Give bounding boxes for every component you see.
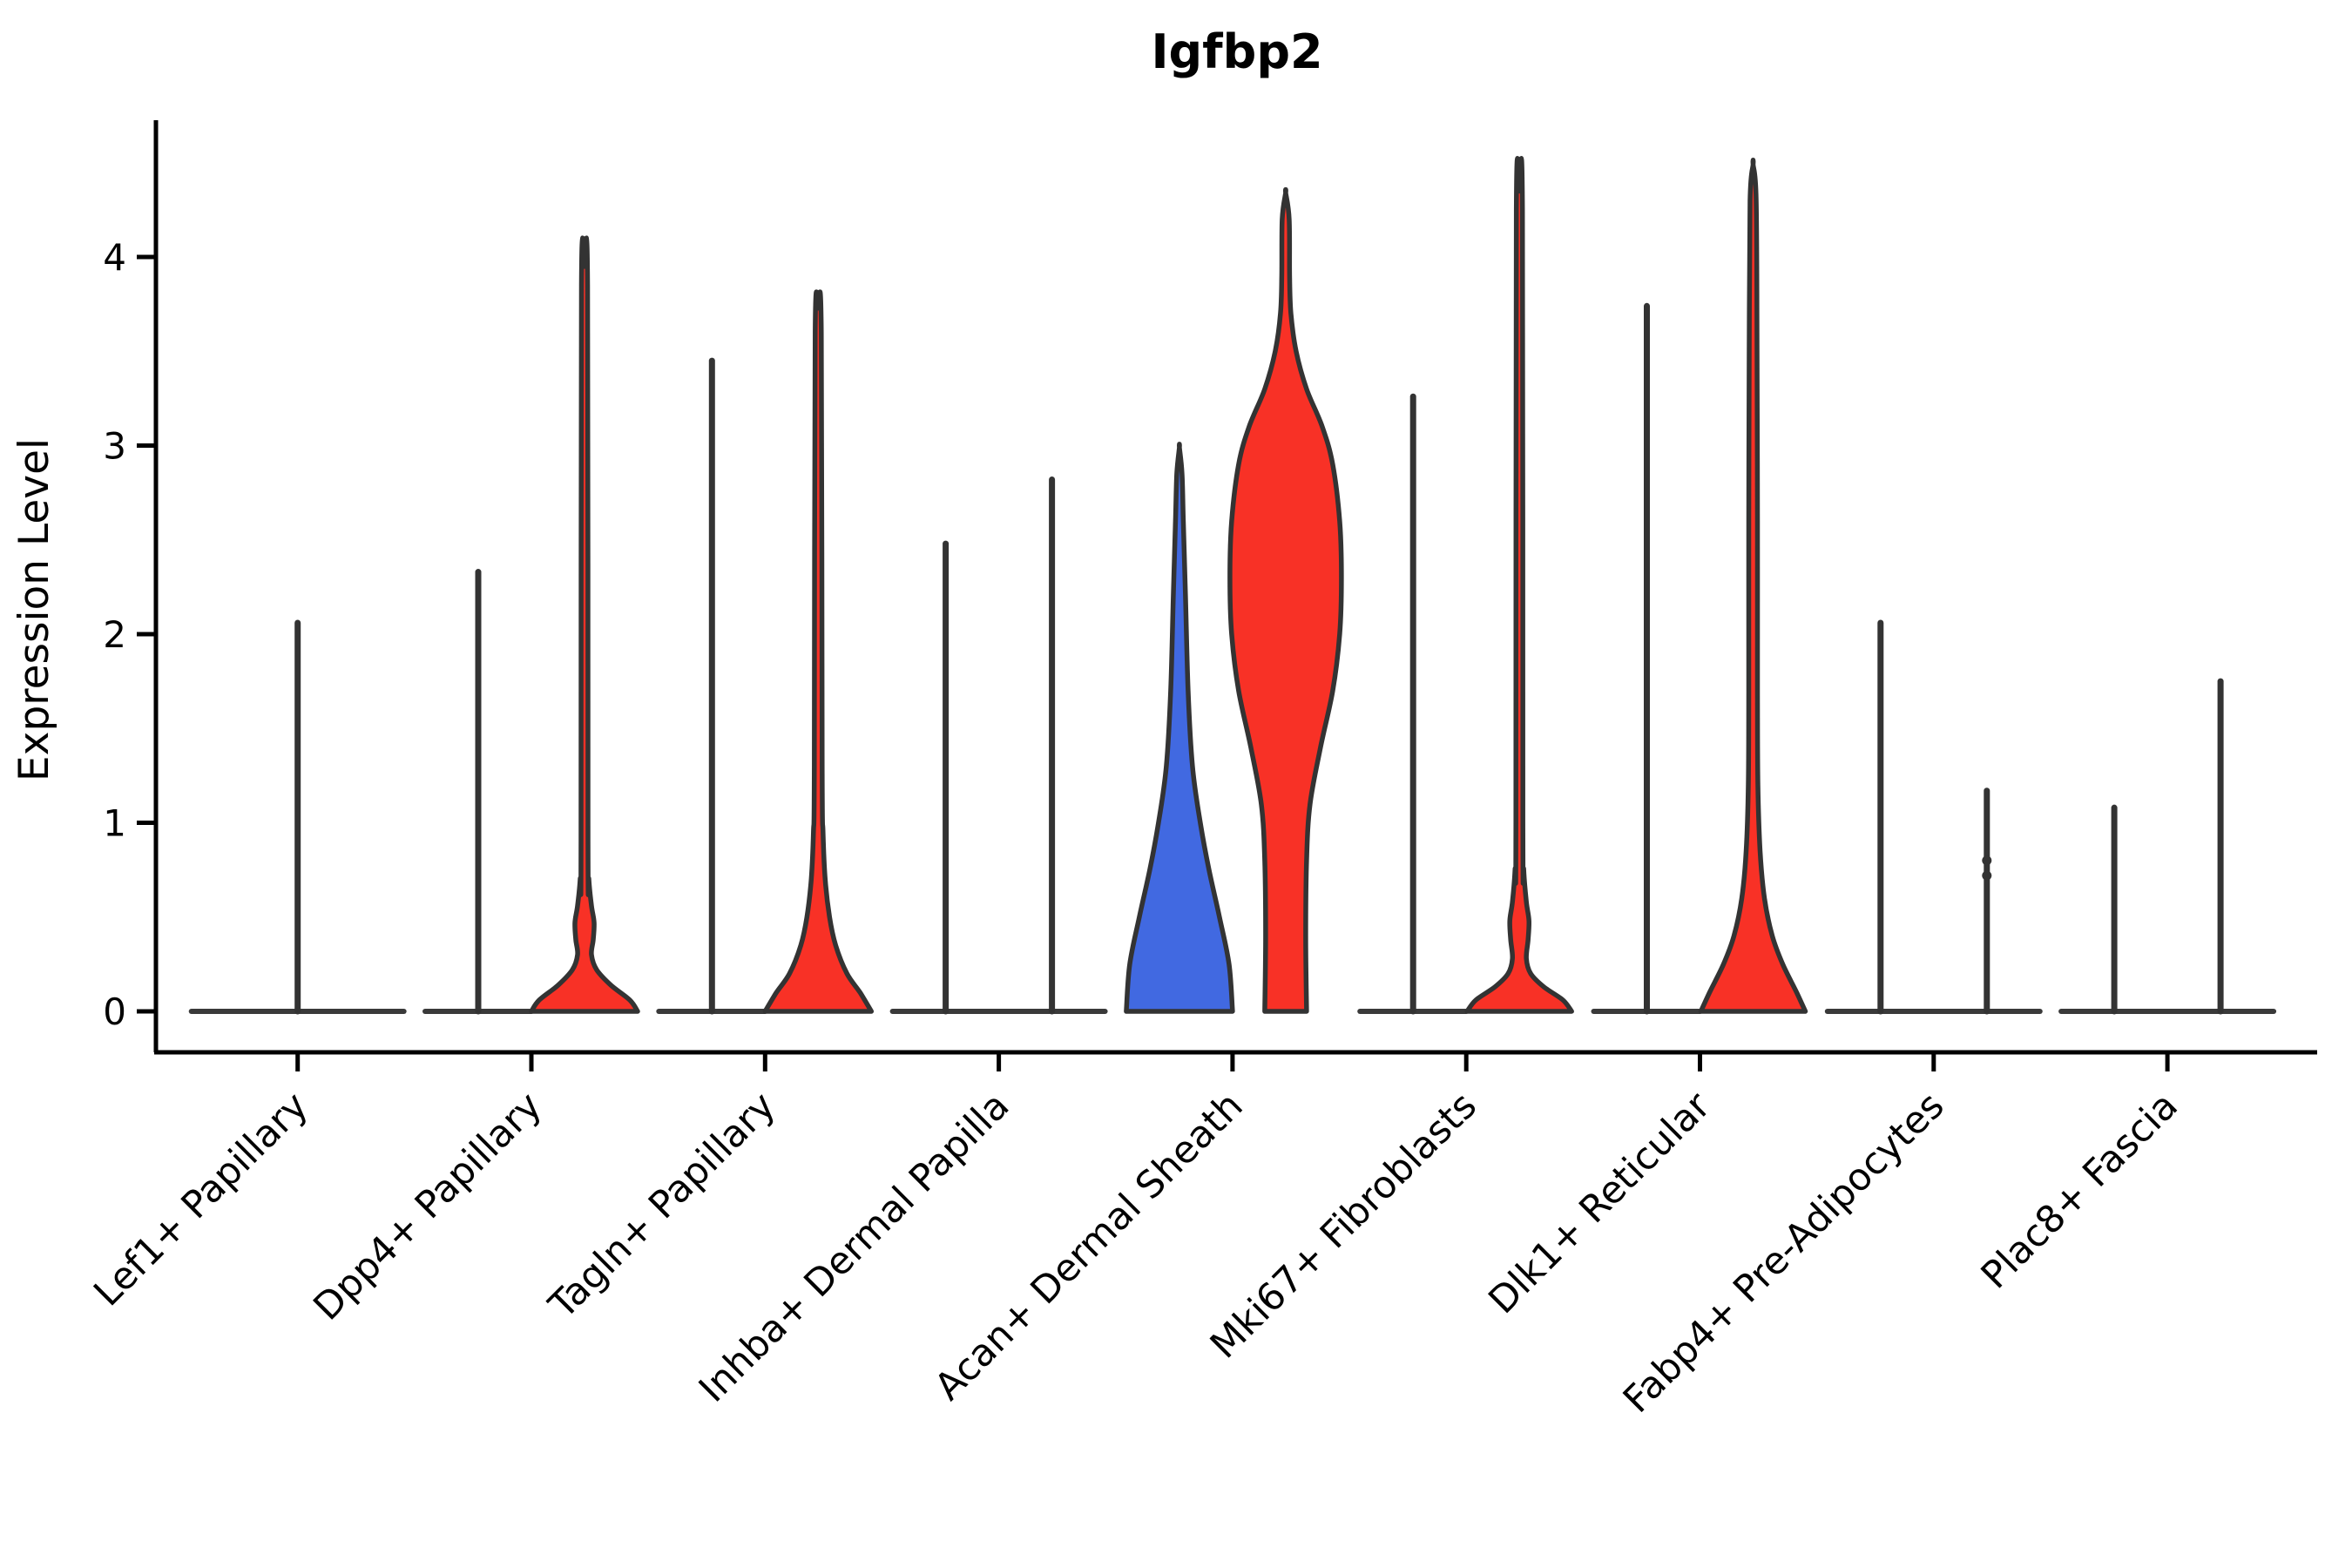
y-tick-label: 1 (103, 802, 126, 845)
x-category-label: Mki67+ Fibroblasts (1202, 1084, 1485, 1367)
x-category-label: Dpp4+ Papillary (306, 1084, 551, 1328)
violin-outlier-point (1982, 870, 1992, 881)
y-tick-label: 4 (103, 236, 126, 279)
violin-outlier-point (1982, 855, 1992, 866)
x-category-label: Tagln+ Papillary (540, 1084, 784, 1328)
violin-blue (1124, 442, 1235, 1014)
violin-red (1698, 158, 1808, 1014)
x-category-label: Lef1+ Papillary (85, 1084, 316, 1315)
y-tick-label: 3 (103, 425, 126, 468)
violin-red (1227, 186, 1344, 1014)
y-tick-label: 0 (103, 990, 126, 1033)
violin-red (762, 289, 875, 1014)
violin-red (1464, 156, 1574, 1014)
violins-layer (188, 156, 2277, 1015)
y-axis-label: Expression Level (10, 438, 58, 781)
x-category-label: Plac8+ Fascia (1973, 1084, 2186, 1297)
x-category-label: Dlk1+ Reticular (1481, 1084, 1720, 1322)
y-tick-label: 2 (103, 613, 126, 656)
violin-red (529, 235, 640, 1014)
plot-title: Igfbp2 (1151, 24, 1322, 79)
